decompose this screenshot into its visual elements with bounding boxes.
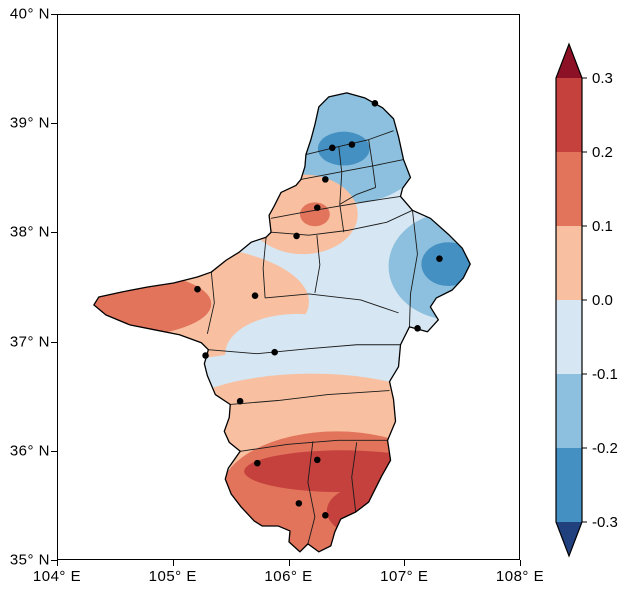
station-dot xyxy=(254,459,261,467)
x-tick-mark xyxy=(520,560,521,566)
station-dot xyxy=(322,512,329,519)
y-tick-label: 39° N xyxy=(9,114,50,132)
station-dot xyxy=(293,232,300,240)
station-dots xyxy=(194,100,443,519)
province-outline xyxy=(93,92,471,553)
x-tick-label: 106° E xyxy=(264,568,313,585)
x-tick-mark xyxy=(57,560,58,566)
station-dot xyxy=(348,141,356,148)
y-tick-mark xyxy=(51,123,57,125)
station-dot xyxy=(436,255,443,263)
x-tick-label: 108° E xyxy=(495,568,545,585)
station-dot xyxy=(194,285,201,293)
colorbar-tick-label: 0.3 xyxy=(592,70,613,87)
station-dot xyxy=(313,456,321,464)
y-tick-label: 40° N xyxy=(9,5,50,23)
fill-east-blue-core xyxy=(421,242,471,287)
station-dot xyxy=(295,500,303,507)
colorbar-tick-label: 0.1 xyxy=(592,218,613,235)
colorbar-tick-label: 0.2 xyxy=(592,144,613,161)
colorbar-tick-label: -0.2 xyxy=(592,440,618,457)
colorbar-band xyxy=(556,152,582,226)
station-dot xyxy=(236,397,244,405)
colorbar-band xyxy=(556,448,582,522)
colorbar-under-arrow xyxy=(556,522,582,556)
fill-midwest-pale-blue xyxy=(225,313,369,394)
y-tick-label: 35° N xyxy=(9,551,50,569)
station-dot xyxy=(414,325,421,332)
colorbar-over-arrow xyxy=(556,44,582,78)
station-dot xyxy=(322,176,329,183)
colorbar-tick-label: -0.3 xyxy=(592,514,618,531)
y-tick-label: 38° N xyxy=(9,223,50,241)
y-tick-mark xyxy=(51,341,57,343)
x-tick-label: 105° E xyxy=(148,568,197,585)
fill-center-salmon-core xyxy=(299,202,330,227)
x-tick-label: 107° E xyxy=(380,568,429,585)
colorbar-band xyxy=(556,374,582,448)
colorbar-tick-label: 0.0 xyxy=(592,292,613,309)
fill-wing-red-core xyxy=(93,271,212,337)
station-dot xyxy=(371,100,379,107)
y-tick-mark xyxy=(51,560,57,561)
colorbar-band xyxy=(556,78,582,152)
colorbar-band xyxy=(556,300,582,374)
y-tick-mark xyxy=(51,14,57,15)
y-tick-label: 37° N xyxy=(9,333,50,351)
x-tick-mark xyxy=(404,560,406,566)
x-tick-mark xyxy=(172,560,174,566)
station-dot xyxy=(313,204,321,211)
y-tick-mark xyxy=(51,232,57,234)
fill-south-deepred-2 xyxy=(326,485,411,537)
station-dot xyxy=(329,144,336,152)
y-tick-mark xyxy=(51,450,57,452)
contour-fills xyxy=(93,92,471,552)
station-dot xyxy=(251,292,259,299)
colorbar-band xyxy=(556,226,582,300)
fill-south-deepred-1 xyxy=(244,450,440,493)
contour-map xyxy=(93,92,471,553)
plot-area xyxy=(57,14,520,560)
x-tick-label: 104° E xyxy=(32,568,82,585)
colorbar: 0.3 0.2 0.1 0.0 -0.1 -0.2 -0.3 xyxy=(555,42,618,558)
y-tick-label: 36° N xyxy=(9,442,50,460)
x-tick-mark xyxy=(288,560,290,566)
fill-north-blue-core xyxy=(317,131,370,166)
station-dot xyxy=(271,348,278,356)
station-dot xyxy=(202,352,209,359)
colorbar-tick-label: -0.1 xyxy=(592,366,618,383)
